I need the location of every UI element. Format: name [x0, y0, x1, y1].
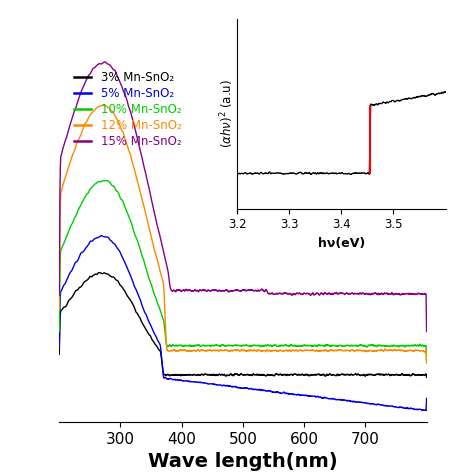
Y-axis label: $(\alpha h\nu)^2$ (a.u): $(\alpha h\nu)^2$ (a.u): [218, 79, 236, 148]
Legend: 3% Mn-SnO₂, 5% Mn-SnO₂, 10% Mn-SnO₂, 12% Mn-SnO₂, 15% Mn-SnO₂: 3% Mn-SnO₂, 5% Mn-SnO₂, 10% Mn-SnO₂, 12%…: [69, 66, 186, 153]
X-axis label: hν(eV): hν(eV): [318, 237, 365, 250]
X-axis label: Wave length(nm): Wave length(nm): [148, 452, 338, 471]
